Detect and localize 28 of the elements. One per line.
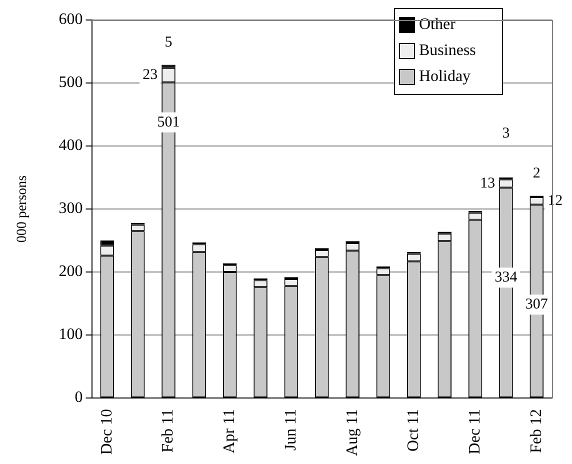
x-tick-label: Dec 11 bbox=[466, 409, 484, 454]
y-tick-label: 100 bbox=[58, 326, 83, 344]
data-label: 2 bbox=[532, 166, 540, 182]
y-tick-label: 200 bbox=[58, 263, 83, 280]
x-tick-label: Oct 11 bbox=[405, 409, 422, 452]
data-label: 5 bbox=[164, 34, 172, 51]
data-label: 3 bbox=[502, 125, 510, 142]
y-tick-label: 0 bbox=[74, 389, 83, 406]
data-label: 23 bbox=[142, 67, 158, 84]
data-label: 501 bbox=[157, 114, 180, 130]
data-label: 334 bbox=[494, 270, 518, 286]
x-tick-label: Feb 11 bbox=[160, 409, 177, 452]
data-label: 13 bbox=[480, 175, 496, 192]
legend-label: Holiday bbox=[419, 68, 471, 86]
x-tick-label: Jun 11 bbox=[282, 409, 300, 451]
data-label: 307 bbox=[525, 296, 548, 313]
y-axis-title: 000 persons bbox=[15, 175, 30, 243]
legend-label: Other bbox=[419, 16, 456, 34]
y-tick-label: 500 bbox=[58, 74, 83, 92]
x-tick-label: Dec 10 bbox=[98, 409, 116, 455]
y-tick-label: 300 bbox=[58, 200, 83, 218]
y-tick-label: 600 bbox=[58, 11, 83, 28]
x-tick-label: Apr 11 bbox=[221, 409, 238, 454]
y-tick-label: 400 bbox=[58, 137, 83, 154]
x-tick-label: Feb 12 bbox=[528, 409, 545, 454]
x-tick-label: Aug 11 bbox=[344, 409, 361, 456]
legend-label: Business bbox=[419, 42, 476, 60]
data-label: 12 bbox=[548, 192, 563, 209]
